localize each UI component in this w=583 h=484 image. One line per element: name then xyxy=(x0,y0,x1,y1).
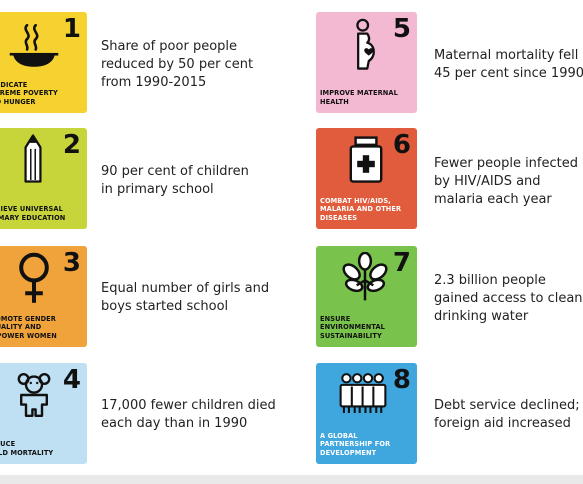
goal-7-number: 7 xyxy=(392,248,411,278)
medicine-bottle-icon xyxy=(349,136,383,183)
food-bowl-icon xyxy=(9,23,59,67)
goal-3-tile: 3 ROMOTE GENDER QUALITY AND MPOWER WOMEN xyxy=(0,246,87,347)
goal-1-number: 1 xyxy=(62,14,81,44)
pregnant-woman-icon xyxy=(356,18,375,70)
bottom-frame-strip xyxy=(0,475,583,484)
female-symbol-icon xyxy=(19,252,49,303)
goal-5-description: Maternal mortality fell b 45 per cent si… xyxy=(434,48,583,81)
goal-2-number: 2 xyxy=(62,130,81,160)
goal-2-description: 90 per cent of children in primary schoo… xyxy=(101,164,249,197)
goal-3-caption: ROMOTE GENDER QUALITY AND MPOWER WOMEN xyxy=(0,314,57,340)
goal-7-tile: 7 ENSURE ENVIRONMENTAL SUSTAINABILITY xyxy=(316,246,417,347)
goal-7-caption: ENSURE ENVIRONMENTAL SUSTAINABILITY xyxy=(320,314,385,340)
people-group-icon xyxy=(339,373,387,414)
goal-4-number: 4 xyxy=(62,365,81,395)
goal-6-caption: COMBAT HIV/AIDS, MALARIA AND OTHER DISEA… xyxy=(320,196,402,222)
goal-6-description: Fewer people infected by HIV/AIDS and ma… xyxy=(434,156,578,207)
goal-8-description: Debt service declined; foreign aid incre… xyxy=(434,398,580,431)
goal-3-description: Equal number of girls and boys started s… xyxy=(101,281,270,314)
goal-5-caption: IMPROVE MATERNAL HEALTH xyxy=(320,89,398,106)
plant-leaves-icon xyxy=(342,252,388,301)
goal-8-number: 8 xyxy=(392,365,411,395)
goal-2-tile: 2 CHIEVE UNIVERSAL RIMARY EDUCATION xyxy=(0,128,87,229)
goal-4-tile: 4 EDUCE HILD MORTALITY xyxy=(0,363,87,464)
goal-3-number: 3 xyxy=(62,248,81,278)
goal-8-tile: 8 A GLOBAL PARTNERSHIP FOR DEVELOPMENT xyxy=(316,363,417,464)
goal-6-tile: 6 COMBAT HIV/AIDS, MALARIA AND OTHER DIS… xyxy=(316,128,417,229)
goal-8-caption: A GLOBAL PARTNERSHIP FOR DEVELOPMENT xyxy=(320,431,391,457)
pencil-icon xyxy=(24,134,42,183)
goal-1-tile: 1 RADICATE XTREME POVERTY ND HUNGER xyxy=(0,12,87,113)
goal-2-caption: CHIEVE UNIVERSAL RIMARY EDUCATION xyxy=(0,205,66,222)
goal-6-number: 6 xyxy=(392,130,411,160)
goal-1-description: Share of poor people reduced by 50 per c… xyxy=(101,39,254,90)
goal-5-number: 5 xyxy=(392,14,411,44)
teddy-bear-icon xyxy=(17,373,51,417)
goal-1-caption: RADICATE XTREME POVERTY ND HUNGER xyxy=(0,80,58,106)
goal-7-description: 2.3 billion people gained access to clea… xyxy=(434,273,583,324)
goal-4-caption: EDUCE HILD MORTALITY xyxy=(0,440,54,457)
goal-4-description: 17,000 fewer children died each day than… xyxy=(101,398,276,431)
goal-5-tile: 5 IMPROVE MATERNAL HEALTH xyxy=(316,12,417,113)
